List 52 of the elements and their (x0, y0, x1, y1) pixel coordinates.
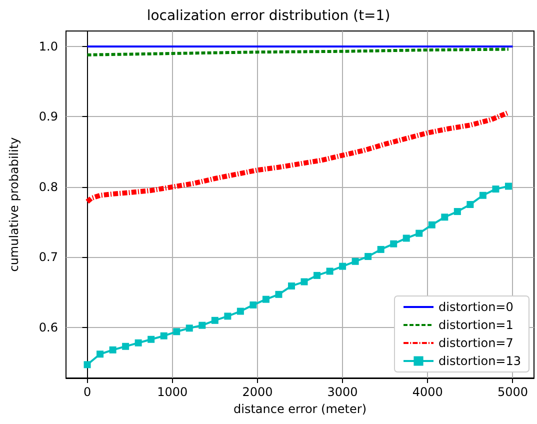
point (250, 301, 257, 308)
point (262, 296, 270, 303)
y-axis-title: cumulative probability (7, 137, 21, 272)
point (416, 230, 423, 237)
legend-label: distortion=13 (438, 354, 522, 368)
point (96, 350, 104, 358)
point (479, 192, 486, 199)
point (428, 221, 436, 228)
point (198, 322, 206, 329)
point (390, 240, 398, 248)
point (84, 361, 91, 368)
point (441, 214, 448, 221)
point (314, 272, 321, 279)
legend-label: distortion=1 (438, 318, 514, 332)
x-tick-label: 0 (83, 385, 92, 399)
y-tick-label: 0.6 (38, 320, 58, 334)
point (160, 332, 168, 340)
point (364, 252, 372, 260)
point (122, 342, 130, 350)
point (402, 234, 410, 242)
x-tick-label: 5000 (497, 385, 528, 399)
legend-label: distortion=7 (438, 336, 514, 350)
point (186, 324, 193, 332)
point (224, 312, 232, 320)
point (300, 278, 308, 286)
x-tick-label: 3000 (327, 385, 358, 399)
point (134, 339, 142, 346)
point (504, 182, 512, 190)
point (352, 258, 359, 265)
x-tick-label: 2000 (242, 385, 273, 399)
point (275, 290, 282, 298)
x-tick-label: 1000 (157, 385, 188, 399)
point (466, 201, 474, 208)
y-tick-label: 0.8 (38, 180, 58, 194)
point (377, 246, 384, 253)
point (339, 262, 346, 270)
point (492, 186, 500, 193)
legend-label: distortion=0 (438, 300, 514, 314)
y-tick-label: 0.7 (38, 250, 58, 264)
point (326, 268, 334, 275)
x-axis-title: distance error (meter) (234, 402, 366, 416)
point (454, 208, 461, 216)
point (148, 336, 155, 343)
point (236, 308, 244, 315)
chart-title: localization error distribution (t=1) (146, 8, 390, 24)
point (211, 316, 218, 324)
point (173, 328, 180, 336)
y-tick-label: 0.9 (38, 110, 58, 124)
x-tick-label: 4000 (412, 385, 443, 399)
y-tick-label: 1.0 (38, 39, 58, 54)
point (109, 346, 116, 354)
point (288, 282, 295, 290)
